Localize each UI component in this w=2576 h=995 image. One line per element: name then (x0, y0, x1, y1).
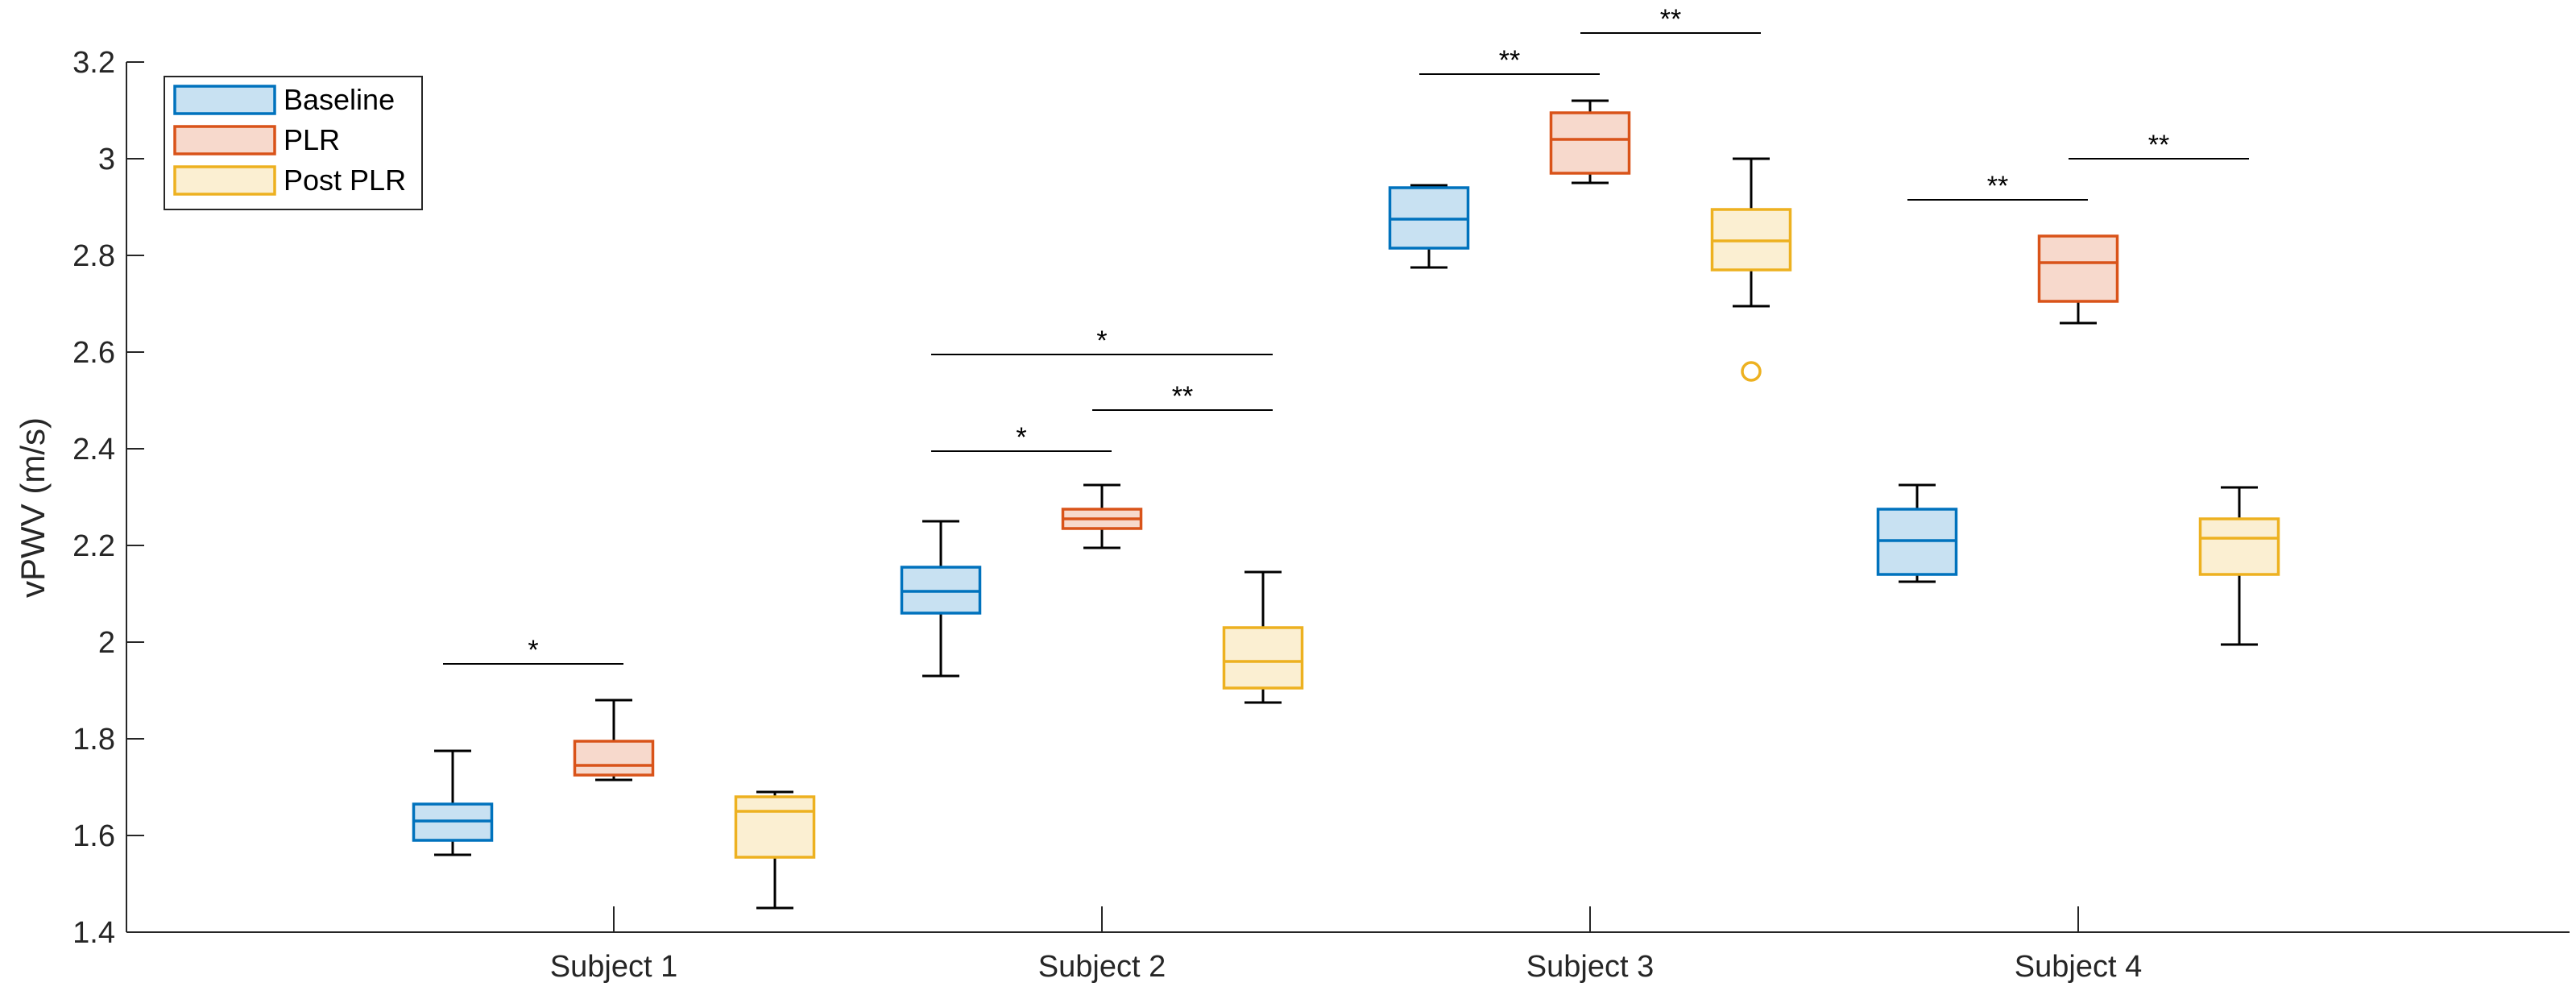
box-iqr (1222, 626, 1304, 690)
legend-swatch-plr (173, 125, 276, 155)
legend-label: PLR (284, 123, 340, 156)
box-plr-2 (1061, 483, 1143, 549)
box-baseline-3 (1388, 184, 1470, 269)
y-tick-label: 2.4 (72, 433, 115, 466)
x-tick-label: Subject 2 (1038, 950, 1166, 984)
significance-label: ** (1987, 171, 2008, 201)
y-tick-label: 2.2 (72, 529, 115, 563)
significance-label: ** (1172, 381, 1193, 412)
y-tick-label: 2 (98, 626, 115, 660)
box-plr-3 (1549, 99, 1631, 184)
box-post-plr-3 (1710, 157, 1792, 382)
box-post-plr-4 (2198, 486, 2280, 646)
significance-label: * (528, 635, 538, 665)
box-post-plr-1 (734, 790, 816, 910)
box-iqr (2198, 517, 2280, 576)
box-plr-1 (573, 699, 655, 781)
y-tick-label: 1.4 (72, 916, 115, 950)
significance-label: ** (2148, 130, 2169, 160)
box-post-plr-2 (1222, 570, 1304, 704)
axes: 1.4 1.6 1.8 2 2.2 2.4 2.6 2.8 3 3.2 Subject 1 Subje… (72, 46, 2570, 984)
y-axis-title: vPWV (m/s) (14, 417, 52, 598)
y-tick-label: 2.8 (72, 239, 115, 273)
outlier-point (1741, 361, 1762, 382)
box-baseline-2 (900, 520, 982, 678)
x-tick-label: Subject 1 (550, 950, 677, 984)
legend-label: Post PLR (284, 164, 406, 197)
legend-label: Baseline (284, 83, 395, 116)
y-tick-label: 3 (98, 143, 115, 176)
box-iqr (2037, 234, 2119, 303)
significance-brackets: ************* (443, 4, 2249, 665)
significance-label: * (1016, 422, 1026, 453)
significance-label: * (1096, 325, 1107, 356)
y-tick-label: 2.6 (72, 336, 115, 370)
box-iqr (734, 795, 816, 859)
box-iqr (573, 740, 655, 777)
significance-label: ** (1499, 45, 1520, 76)
legend-swatch-baseline (173, 85, 276, 115)
significance-label: ** (1660, 4, 1681, 35)
x-tick-label: Subject 4 (2015, 950, 2142, 984)
y-tick-label: 1.6 (72, 819, 115, 853)
legend-swatch-post-plr (173, 165, 276, 196)
box-baseline-1 (412, 749, 494, 856)
box-iqr (1549, 111, 1631, 175)
y-tick-label: 1.8 (72, 723, 115, 757)
box-plr-4 (2037, 234, 2119, 325)
x-tick-label: Subject 3 (1526, 950, 1654, 984)
box-baseline-4 (1876, 483, 1958, 583)
y-tick-label: 3.2 (72, 46, 115, 80)
box-groups (412, 99, 2280, 910)
legend: Baseline PLR Post PLR (164, 76, 423, 210)
